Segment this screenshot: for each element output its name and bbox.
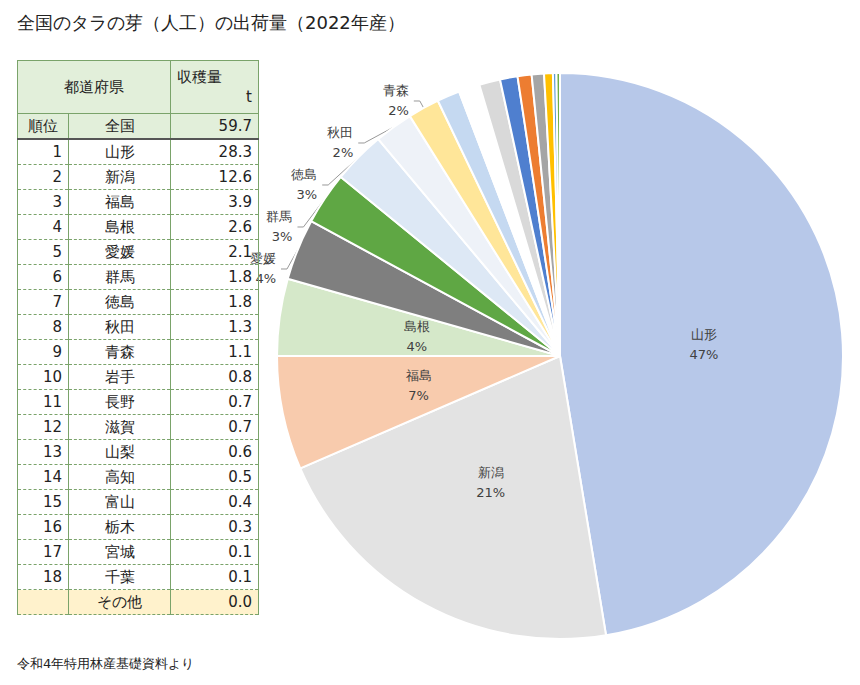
html-text:1.1: 1.1 — [228, 343, 252, 361]
svg-text:3%: 3% — [272, 229, 293, 244]
html-text:14: 14 — [42, 468, 62, 486]
html-text:5: 5 — [52, 243, 62, 261]
html-text:青森: 青森 — [104, 342, 135, 361]
svg-text:4%: 4% — [407, 339, 428, 354]
svg-text:新潟: 新潟 — [478, 465, 504, 480]
html-text:8: 8 — [52, 318, 62, 336]
html-text:栃木: 栃木 — [104, 517, 135, 536]
html-text:宮城: 宮城 — [104, 542, 135, 561]
html-text:16: 16 — [42, 518, 62, 536]
html-text:12.6: 12.6 — [218, 168, 252, 186]
html-text:0.1: 0.1 — [228, 543, 252, 561]
html-text:7: 7 — [52, 293, 62, 311]
svg-text:47%: 47% — [690, 347, 719, 362]
html-text:1.8: 1.8 — [228, 268, 252, 286]
svg-text:群馬: 群馬 — [266, 209, 292, 224]
html-text:18: 18 — [42, 568, 62, 586]
html-text:9: 9 — [52, 343, 62, 361]
html-text:17: 17 — [42, 543, 62, 561]
svg-text:秋田: 秋田 — [327, 125, 353, 140]
svg-text:2%: 2% — [333, 145, 354, 160]
svg-text:山形: 山形 — [691, 327, 717, 342]
html-text:0.7: 0.7 — [228, 393, 252, 411]
html-text:28.3: 28.3 — [218, 143, 252, 161]
svg-text:3%: 3% — [297, 187, 318, 202]
html-text:順位: 順位 — [28, 116, 58, 135]
html-text:その他: その他 — [97, 592, 142, 611]
html-text:0.4: 0.4 — [228, 493, 252, 511]
html-text:2: 2 — [52, 168, 62, 186]
html-text:1: 1 — [52, 143, 62, 161]
svg-text:愛媛: 愛媛 — [250, 251, 276, 267]
html-text:1.8: 1.8 — [228, 293, 252, 311]
html-text:収穫量: 収穫量 — [177, 68, 222, 86]
html-text:12: 12 — [42, 418, 62, 436]
html-text:福島: 福島 — [104, 192, 135, 211]
html-text:13: 13 — [42, 443, 62, 461]
html-text:3.9: 3.9 — [228, 193, 252, 211]
svg-text:青森: 青森 — [383, 83, 409, 98]
html-text:0.7: 0.7 — [228, 418, 252, 436]
html-text:3: 3 — [52, 193, 62, 211]
html-text:6: 6 — [52, 268, 62, 286]
html-text:秋田: 秋田 — [104, 317, 135, 336]
html-text:山梨: 山梨 — [104, 442, 135, 461]
html-text:0.3: 0.3 — [228, 518, 252, 536]
html-text:千葉: 千葉 — [104, 567, 135, 586]
html-text:2.1: 2.1 — [228, 243, 252, 261]
html-text:1.3: 1.3 — [228, 318, 252, 336]
html-text:愛媛: 愛媛 — [104, 242, 135, 261]
html-text:徳島: 徳島 — [104, 292, 135, 311]
svg-text:7%: 7% — [408, 388, 429, 403]
html-text:岩手: 岩手 — [104, 367, 135, 386]
html-text:0.6: 0.6 — [228, 443, 252, 461]
svg-text:徳島: 徳島 — [291, 167, 317, 182]
html-text:山形: 山形 — [104, 142, 135, 161]
svg-text:21%: 21% — [476, 485, 505, 500]
html-text:10: 10 — [42, 368, 62, 386]
html-text:全国: 全国 — [104, 116, 135, 135]
html-text:2.6: 2.6 — [228, 218, 252, 236]
html-text:富山: 富山 — [104, 492, 135, 511]
svg-text:4%: 4% — [255, 271, 276, 287]
html-text:島根: 島根 — [104, 217, 135, 236]
svg-text:2%: 2% — [388, 103, 409, 118]
html-text:0.8: 0.8 — [228, 368, 252, 386]
html-text:令和4年特用林産基礎資料より: 令和4年特用林産基礎資料より — [17, 656, 195, 671]
html-text:4: 4 — [52, 218, 62, 236]
html-text:59.7: 59.7 — [218, 117, 252, 135]
svg-text:福島: 福島 — [406, 368, 432, 383]
svg-text:島根: 島根 — [404, 319, 430, 334]
html-text:t: t — [246, 88, 252, 106]
html-text:群馬: 群馬 — [104, 267, 135, 286]
html-text:0.0: 0.0 — [228, 593, 252, 611]
html-text:高知: 高知 — [104, 467, 135, 486]
html-text:0.1: 0.1 — [228, 568, 252, 586]
html-text:15: 15 — [42, 493, 62, 511]
svg-text:全国のタラの芽（人工）の出荷量（2022年産）: 全国のタラの芽（人工）の出荷量（2022年産） — [17, 12, 405, 33]
html-text:都道府県: 都道府県 — [64, 77, 124, 96]
html-text:長野: 長野 — [104, 392, 135, 411]
html-text:0.5: 0.5 — [228, 468, 252, 486]
html-text:11: 11 — [42, 393, 62, 411]
html-text:滋賀: 滋賀 — [104, 417, 135, 436]
html-text:新潟: 新潟 — [104, 167, 135, 186]
